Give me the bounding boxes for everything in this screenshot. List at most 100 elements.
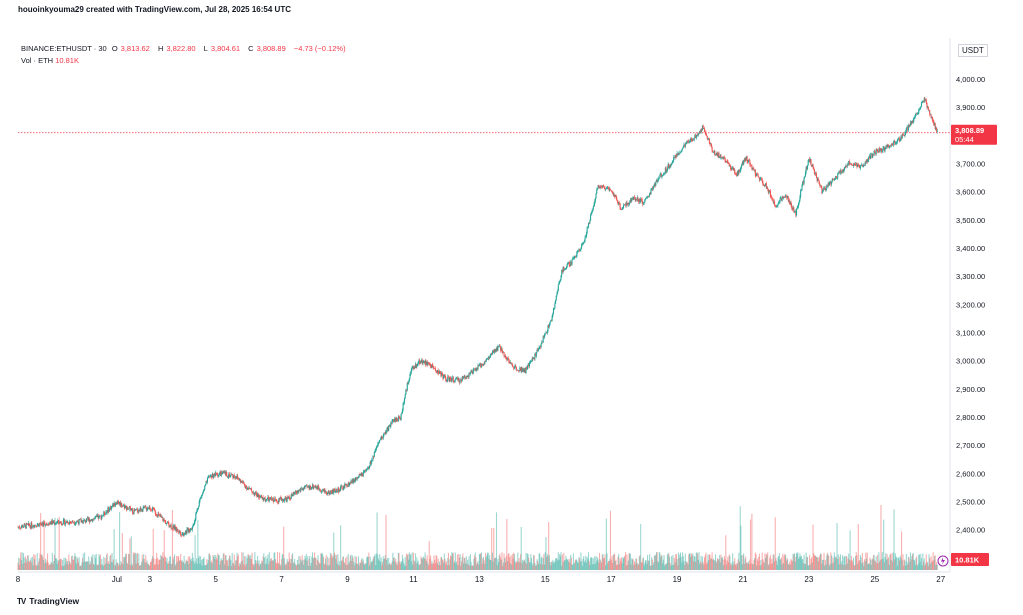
volume-bar: [28, 560, 30, 570]
candle-body: [282, 499, 284, 501]
volume-bar: [905, 553, 907, 570]
candle-body: [84, 519, 86, 523]
volume-bar: [487, 552, 489, 570]
candle-body: [147, 508, 149, 510]
volume-bar: [158, 560, 160, 570]
volume-bar: [333, 552, 336, 570]
candle-body: [378, 441, 380, 444]
volume-bar: [901, 560, 903, 570]
candle-body: [335, 488, 337, 492]
volume-bar: [532, 565, 534, 570]
candle-body: [230, 474, 233, 476]
volume-bar: [828, 556, 830, 570]
volume-bar: [505, 556, 507, 570]
volume-bar: [357, 556, 360, 570]
candle-body: [250, 488, 252, 489]
volume-bar: [706, 563, 708, 570]
candle-body: [72, 520, 74, 523]
candle-body: [813, 167, 815, 170]
candle-body: [95, 516, 97, 517]
volume-bar: [879, 559, 881, 570]
candle-body: [339, 489, 341, 491]
candle-body: [257, 493, 259, 497]
volume-bar: [817, 556, 819, 570]
candle-body: [874, 150, 876, 153]
volume-bar: [400, 561, 402, 570]
volume-bar: [519, 562, 521, 570]
volume-bar: [560, 552, 562, 570]
candle-body: [352, 479, 354, 483]
candle-body: [152, 507, 154, 511]
candle-body: [70, 522, 72, 523]
volume-bar: [726, 560, 728, 570]
candle-body: [715, 154, 717, 155]
candle-body: [848, 161, 850, 165]
candle-body: [144, 506, 146, 508]
volume-bar: [370, 562, 372, 570]
volume-bar: [933, 556, 936, 570]
volume-bar: [234, 565, 236, 570]
volume-bar: [153, 558, 155, 570]
volume-bar: [551, 561, 553, 570]
currency-label[interactable]: USDT: [958, 44, 988, 57]
volume-bar: [185, 559, 187, 570]
candle-body: [629, 199, 631, 203]
volume-bar: [644, 560, 647, 570]
volume-bar: [351, 555, 353, 570]
volume-bar: [482, 557, 485, 570]
volume-bar: [260, 563, 262, 570]
candle-body: [455, 378, 457, 379]
volume-bar: [602, 553, 604, 570]
volume-bar: [489, 560, 491, 570]
candle-body: [396, 418, 398, 421]
candle-body: [896, 139, 899, 142]
volume-bar: [759, 565, 761, 570]
candle-body: [49, 522, 51, 524]
volume-bar: [268, 552, 270, 570]
candle-body: [336, 491, 338, 492]
volume-bar: [338, 564, 340, 570]
volume-bar: [589, 564, 591, 570]
volume-bar: [616, 564, 618, 570]
volume-bar: [134, 552, 136, 570]
candle-body: [649, 193, 651, 195]
candle-body: [473, 369, 476, 370]
volume-bar: [490, 560, 492, 570]
footer-brand[interactable]: TV TradingView: [17, 596, 79, 606]
candle-body: [602, 185, 604, 187]
candle-body: [333, 489, 336, 492]
candle-body: [251, 491, 253, 493]
symbol-name[interactable]: BINANCE:ETHUSDT · 30: [21, 44, 107, 53]
candle-body: [626, 202, 628, 204]
volume-bar: [732, 564, 734, 570]
volume-bar: [517, 562, 520, 570]
candle-body: [701, 129, 703, 131]
volume-bar: [848, 553, 850, 570]
volume-label[interactable]: Vol · ETH: [21, 56, 54, 65]
volume-bar: [744, 558, 746, 570]
volume-bar: [524, 562, 526, 570]
volume-bar: [339, 565, 341, 570]
volume-bar: [191, 561, 193, 570]
volume-bar: [538, 553, 540, 570]
candle-body: [817, 178, 820, 181]
volume-bar: [452, 553, 454, 570]
candle-body: [675, 156, 677, 157]
volume-bar: [439, 565, 441, 570]
volume-bar: [481, 563, 483, 570]
candle-body: [821, 188, 823, 194]
volume-value: 10.81K: [55, 56, 79, 65]
volume-bar: [497, 559, 499, 570]
candle-body: [865, 161, 867, 163]
candle-body: [255, 491, 257, 495]
candle-body: [574, 256, 576, 258]
candle-body: [879, 148, 881, 151]
volume-bar: [903, 559, 905, 570]
volume-bar: [402, 558, 404, 570]
candle-body: [38, 523, 40, 527]
candle-body: [575, 256, 577, 258]
volume-bar: [731, 562, 733, 570]
candle-body: [397, 420, 399, 422]
